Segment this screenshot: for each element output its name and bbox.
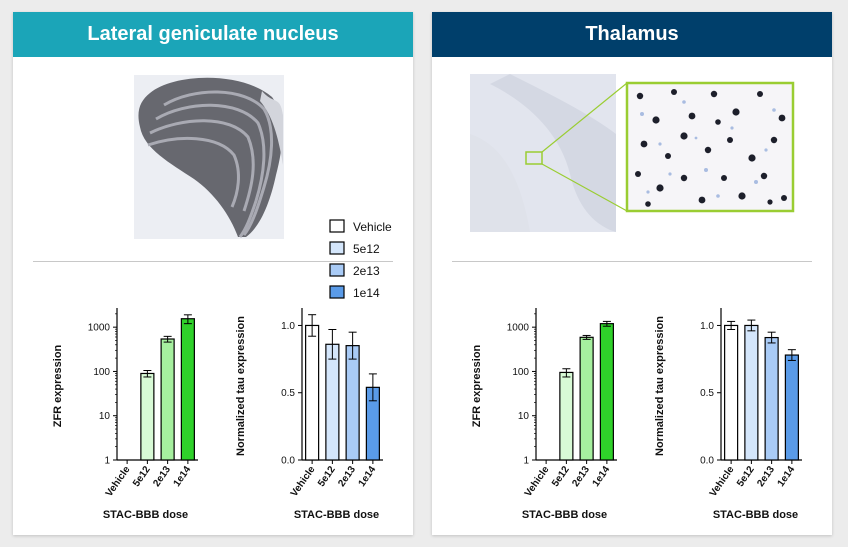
bar-Vehicle [305,324,320,461]
y-tick-label: 10 [518,411,530,422]
x-tick-label-2e13: 2e13 [570,464,592,489]
bar-1e14 [784,354,799,461]
legend-swatch-5e12 [329,241,345,255]
thalamus-panel: Thalamus 1 10 100 1000 ZFR expressio [432,12,832,535]
legend-label-2e13: 2e13 [353,264,380,278]
bar-5e12 [140,372,155,461]
x-axis-label: STAC-BBB dose [103,509,188,521]
lgn-panel: Lateral geniculate nucleus Vehicle 5e12 2e… [13,12,413,535]
legend-swatch-Vehicle [329,219,345,233]
lgn-histology-image [134,75,284,239]
legend-swatch-2e13 [329,263,345,277]
lgn-zfr-chart: 1 10 100 1000 ZFR expression Vehicle5e122e131… [52,308,198,521]
bar-5e12 [325,343,340,461]
y-tick-label: 100 [93,367,110,378]
y-tick-label: 1 [523,456,529,467]
legend-swatch-1e14 [329,285,345,299]
y-tick-label: 100 [512,367,529,378]
x-tick-label-5e12: 5e12 [131,464,153,489]
bar-2e13 [764,336,779,461]
lgn-tau-chart: 0.0 0.5 1.0 Normalized tau expression Vehicl… [235,308,383,521]
x-tick-label-Vehicle: Vehicle [104,464,133,499]
dose-legend: Vehicle 5e12 2e13 1e14 [329,219,392,300]
x-axis-label: STAC-BBB dose [522,509,607,521]
x-tick-label-1e14: 1e14 [776,464,798,489]
lgn-title: Lateral geniculate nucleus [87,23,339,45]
y-tick-label: 1.0 [700,321,714,332]
thalamus-title-banner: Thalamus [432,12,832,57]
y-tick-label: 0.0 [281,456,295,467]
legend-label-5e12: 5e12 [353,242,380,256]
bar-5e12 [744,324,759,461]
y-tick-label: 0.5 [281,388,295,399]
thalamus-zfr-chart: 1 10 100 1000 ZFR expression Vehicle5e122e131… [471,308,617,521]
y-tick-label: 0.5 [700,388,714,399]
x-tick-label-1e14: 1e14 [357,464,379,489]
y-axis-label: Normalized tau expression [235,316,247,456]
x-tick-label-Vehicle: Vehicle [523,464,552,499]
y-tick-label: 1 [104,456,110,467]
thalamus-title: Thalamus [585,23,679,45]
thalamus-divider [452,261,812,262]
y-tick-label: 10 [99,411,111,422]
bar-2e13 [345,345,360,461]
bar-2e13 [160,338,175,461]
x-tick-label-1e14: 1e14 [172,464,194,489]
y-tick-label: 0.0 [700,456,714,467]
x-tick-label-2e13: 2e13 [336,464,358,489]
x-axis-label: STAC-BBB dose [713,509,798,521]
thalamus-tau-chart: 0.0 0.5 1.0 Normalized tau expression Vehicl… [654,308,802,521]
y-axis-label: ZFR expression [471,344,483,427]
x-tick-label-5e12: 5e12 [550,464,572,489]
bar-Vehicle [724,324,739,461]
x-tick-label-1e14: 1e14 [591,464,613,489]
legend-label-Vehicle: Vehicle [353,220,392,234]
y-tick-label: 1000 [507,323,530,334]
x-tick-label-5e12: 5e12 [316,464,338,489]
x-axis-label: STAC-BBB dose [294,509,379,521]
y-axis-label: ZFR expression [52,344,64,427]
legend-label-1e14: 1e14 [353,286,380,300]
thalamus-histology-image [470,74,795,232]
lgn-divider [33,261,393,262]
bar-5e12 [559,371,574,461]
y-axis-label: Normalized tau expression [654,316,666,456]
lgn-title-banner: Lateral geniculate nucleus [13,12,413,57]
y-tick-label: 1000 [88,323,111,334]
x-tick-label-2e13: 2e13 [151,464,173,489]
bar-1e14 [180,318,195,461]
bar-1e14 [599,323,614,461]
y-tick-label: 1.0 [281,321,295,332]
x-tick-label-Vehicle: Vehicle [708,464,737,499]
x-tick-label-5e12: 5e12 [735,464,757,489]
bar-2e13 [579,336,594,461]
x-tick-label-Vehicle: Vehicle [289,464,318,499]
x-tick-label-2e13: 2e13 [755,464,777,489]
